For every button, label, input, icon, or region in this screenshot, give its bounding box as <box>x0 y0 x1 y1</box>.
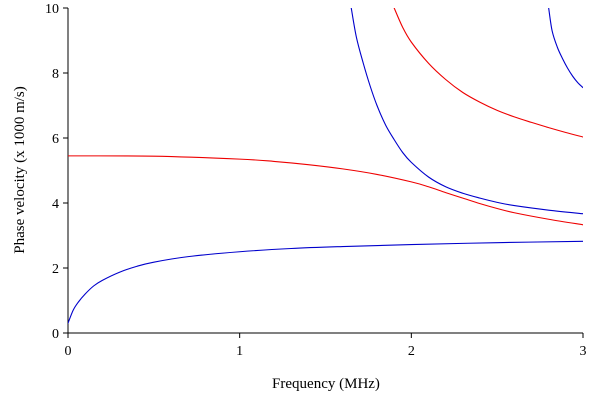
y-tick-label: 4 <box>52 197 59 212</box>
series-line-5 <box>548 8 583 89</box>
ticks <box>63 7 584 338</box>
labels: 0 2 4 6 8 10 0 1 2 3 <box>45 2 587 359</box>
series-line-3 <box>350 8 583 215</box>
y-tick-label: 2 <box>52 262 59 277</box>
x-axis-title: Frequency (MHz) <box>272 376 380 392</box>
y-axis-title: Phase velocity (x 1000 m/s) <box>12 86 28 253</box>
series-line-2 <box>68 155 583 226</box>
x-tick-label: 0 <box>65 344 72 359</box>
y-tick-label: 0 <box>52 327 59 342</box>
y-tick-label: 6 <box>52 132 59 147</box>
axes <box>67 8 583 334</box>
series-line-1 <box>68 240 583 324</box>
y-tick-label: 10 <box>45 2 59 17</box>
series-line-4 <box>393 8 583 138</box>
y-tick-label: 8 <box>52 67 59 82</box>
x-tick-label: 2 <box>408 344 415 359</box>
x-tick-label: 1 <box>236 344 243 359</box>
series <box>68 8 583 324</box>
x-tick-label: 3 <box>580 344 587 359</box>
